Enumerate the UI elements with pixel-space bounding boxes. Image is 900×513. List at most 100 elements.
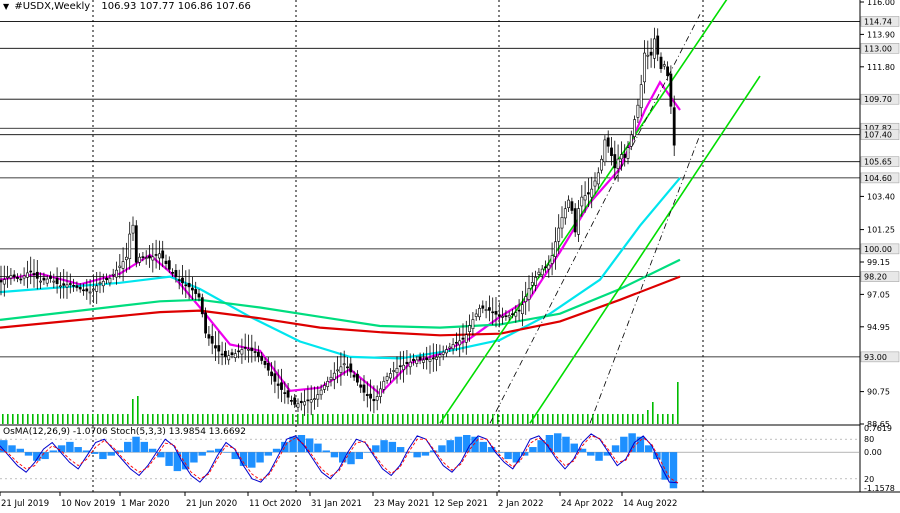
time-tick-label: 21 Jul 2019	[1, 499, 49, 509]
candle-body	[322, 385, 326, 390]
candle-body	[659, 56, 663, 69]
candle-body	[395, 367, 399, 374]
candle-body	[656, 35, 660, 55]
candle-body	[600, 158, 604, 171]
candle-body	[511, 313, 514, 315]
moving-averages	[0, 80, 681, 396]
volume-bar	[92, 414, 94, 424]
volume-bar	[372, 414, 374, 424]
candle-body	[520, 304, 524, 315]
indicator-axis-label: 20	[864, 475, 874, 484]
candle-body	[438, 354, 442, 358]
volume-bar	[587, 414, 589, 424]
candle-body	[544, 266, 547, 269]
candle-body	[78, 287, 82, 290]
candle-body	[270, 371, 274, 377]
volume-bar	[22, 414, 24, 424]
osma-bar	[669, 452, 678, 489]
candle-body	[468, 325, 472, 332]
candle-body	[141, 256, 145, 258]
candle-body	[577, 208, 580, 235]
level-label: 100.00	[864, 245, 892, 254]
volume-bar	[197, 414, 199, 424]
volume-bar	[647, 410, 649, 424]
volume-bar	[392, 414, 394, 424]
candle-body	[346, 366, 349, 369]
volume-bar	[507, 414, 509, 424]
candle-body	[629, 134, 633, 147]
level-label-box-2	[860, 93, 900, 105]
volume-bar	[207, 414, 209, 424]
candle-body	[88, 291, 92, 294]
candle-body	[567, 199, 571, 209]
candle-body	[309, 399, 313, 403]
osma-bar	[512, 452, 521, 463]
osma-bar	[578, 448, 587, 453]
candle-body	[504, 315, 508, 317]
osma-bar	[8, 445, 16, 453]
volume-bar	[37, 414, 39, 424]
candle-body	[263, 361, 267, 365]
osma-bar	[628, 433, 636, 453]
volume-bar	[427, 414, 429, 424]
volume-bar	[352, 414, 354, 424]
candle-body	[134, 225, 138, 263]
candle-body	[39, 280, 43, 283]
indicator-label: OsMA(12,26,9) -1.0706 Stoch(5,3,3) 13.98…	[3, 427, 247, 437]
volume-bar	[17, 414, 19, 424]
candle-body	[12, 274, 16, 278]
volume-bar	[97, 414, 99, 424]
volume-bar	[247, 414, 249, 424]
volume-bar	[7, 414, 9, 424]
candle-body	[299, 400, 303, 404]
volume-bar	[67, 414, 69, 424]
level-label-box-6	[860, 172, 900, 184]
channel-line-1	[529, 75, 761, 424]
volume-bar	[147, 414, 149, 424]
osma-bar	[272, 448, 281, 453]
volume-bar	[117, 414, 119, 424]
osma-bar	[264, 452, 273, 456]
candle-body	[161, 250, 165, 259]
osma-bar	[372, 445, 380, 453]
volume-bar	[357, 414, 359, 424]
osma-bar	[322, 450, 330, 453]
triangle-down-icon[interactable]: ▼	[3, 2, 10, 11]
candle-body	[138, 256, 142, 263]
time-tick-label: 11 Oct 2020	[249, 499, 302, 509]
candle-body	[32, 273, 36, 276]
candle-body	[553, 241, 557, 257]
candle-body	[22, 275, 26, 279]
candle-body	[111, 273, 115, 276]
candle-body	[52, 280, 56, 283]
candle-body	[563, 208, 567, 219]
candle-body	[639, 84, 643, 109]
candle-body	[421, 359, 425, 363]
volume-bar	[497, 414, 499, 424]
volume-bar	[572, 414, 574, 424]
volume-bar	[342, 414, 344, 424]
candle-body	[448, 346, 452, 349]
level-label-box-1	[860, 43, 900, 54]
candle-body	[240, 349, 244, 355]
candle-body	[75, 285, 79, 288]
volume-bar	[567, 414, 569, 424]
volume-bar	[397, 414, 399, 424]
time-tick-label: 31 Jan 2021	[311, 499, 362, 509]
candle-body	[128, 233, 132, 259]
candle-body	[296, 403, 300, 408]
candle-body	[461, 337, 465, 340]
volume-bar	[122, 414, 124, 424]
candle-body	[441, 351, 445, 355]
candle-body	[454, 341, 458, 344]
volume-bar	[142, 414, 144, 424]
candle-body	[65, 284, 69, 288]
candle-body	[95, 285, 99, 292]
volume-bar	[327, 414, 329, 424]
candle-body	[214, 345, 217, 349]
candle-body	[25, 272, 29, 278]
osma-bar	[165, 452, 173, 466]
osma-bar	[281, 441, 289, 453]
candle-body	[646, 54, 650, 57]
osma-bar	[190, 452, 198, 463]
